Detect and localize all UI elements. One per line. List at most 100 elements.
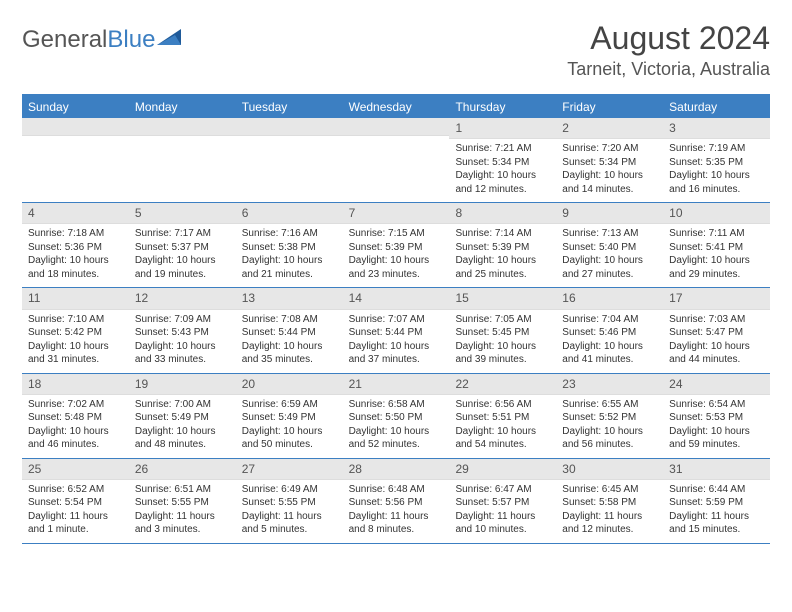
day-body: [343, 136, 450, 145]
daylight-text: Daylight: 10 hours and 54 minutes.: [455, 425, 550, 452]
day-number: 27: [236, 459, 343, 480]
daylight-text: Daylight: 10 hours and 48 minutes.: [135, 425, 230, 452]
day-cell: 25Sunrise: 6:52 AMSunset: 5:54 PMDayligh…: [22, 459, 129, 543]
daylight-text: Daylight: 11 hours and 8 minutes.: [349, 510, 444, 537]
daylight-text: Daylight: 10 hours and 39 minutes.: [455, 340, 550, 367]
day-number: 22: [449, 374, 556, 395]
weekday-header: Monday: [129, 96, 236, 118]
day-body: Sunrise: 6:55 AMSunset: 5:52 PMDaylight:…: [556, 395, 663, 458]
day-cell: 16Sunrise: 7:04 AMSunset: 5:46 PMDayligh…: [556, 288, 663, 372]
day-cell: 19Sunrise: 7:00 AMSunset: 5:49 PMDayligh…: [129, 374, 236, 458]
day-number: 12: [129, 288, 236, 309]
day-body: Sunrise: 7:21 AMSunset: 5:34 PMDaylight:…: [449, 139, 556, 202]
day-number: 13: [236, 288, 343, 309]
day-body: Sunrise: 7:20 AMSunset: 5:34 PMDaylight:…: [556, 139, 663, 202]
day-number: 20: [236, 374, 343, 395]
day-number: 9: [556, 203, 663, 224]
sunset-text: Sunset: 5:52 PM: [562, 411, 657, 425]
day-body: Sunrise: 6:51 AMSunset: 5:55 PMDaylight:…: [129, 480, 236, 543]
day-body: Sunrise: 7:02 AMSunset: 5:48 PMDaylight:…: [22, 395, 129, 458]
day-body: Sunrise: 7:03 AMSunset: 5:47 PMDaylight:…: [663, 310, 770, 373]
daylight-text: Daylight: 11 hours and 10 minutes.: [455, 510, 550, 537]
sunrise-text: Sunrise: 7:21 AM: [455, 142, 550, 156]
day-cell: 3Sunrise: 7:19 AMSunset: 5:35 PMDaylight…: [663, 118, 770, 202]
day-body: Sunrise: 6:47 AMSunset: 5:57 PMDaylight:…: [449, 480, 556, 543]
sunrise-text: Sunrise: 6:47 AM: [455, 483, 550, 497]
sunset-text: Sunset: 5:39 PM: [349, 241, 444, 255]
daylight-text: Daylight: 10 hours and 25 minutes.: [455, 254, 550, 281]
title-block: August 2024 Tarneit, Victoria, Australia: [567, 20, 770, 80]
day-number: 2: [556, 118, 663, 139]
sunrise-text: Sunrise: 7:09 AM: [135, 313, 230, 327]
day-body: Sunrise: 7:08 AMSunset: 5:44 PMDaylight:…: [236, 310, 343, 373]
day-body: Sunrise: 6:59 AMSunset: 5:49 PMDaylight:…: [236, 395, 343, 458]
day-cell: 22Sunrise: 6:56 AMSunset: 5:51 PMDayligh…: [449, 374, 556, 458]
logo-text-2: Blue: [107, 26, 155, 54]
day-body: Sunrise: 7:19 AMSunset: 5:35 PMDaylight:…: [663, 139, 770, 202]
day-cell: 1Sunrise: 7:21 AMSunset: 5:34 PMDaylight…: [449, 118, 556, 202]
daylight-text: Daylight: 10 hours and 19 minutes.: [135, 254, 230, 281]
day-number: 5: [129, 203, 236, 224]
week-row: 25Sunrise: 6:52 AMSunset: 5:54 PMDayligh…: [22, 459, 770, 544]
day-number: 17: [663, 288, 770, 309]
day-number: 10: [663, 203, 770, 224]
day-cell: 5Sunrise: 7:17 AMSunset: 5:37 PMDaylight…: [129, 203, 236, 287]
day-cell: 4Sunrise: 7:18 AMSunset: 5:36 PMDaylight…: [22, 203, 129, 287]
sunset-text: Sunset: 5:46 PM: [562, 326, 657, 340]
day-cell: 29Sunrise: 6:47 AMSunset: 5:57 PMDayligh…: [449, 459, 556, 543]
sunrise-text: Sunrise: 7:00 AM: [135, 398, 230, 412]
sunset-text: Sunset: 5:44 PM: [242, 326, 337, 340]
day-body: Sunrise: 7:18 AMSunset: 5:36 PMDaylight:…: [22, 224, 129, 287]
day-number: 28: [343, 459, 450, 480]
day-cell: 21Sunrise: 6:58 AMSunset: 5:50 PMDayligh…: [343, 374, 450, 458]
day-body: Sunrise: 6:58 AMSunset: 5:50 PMDaylight:…: [343, 395, 450, 458]
day-cell: 8Sunrise: 7:14 AMSunset: 5:39 PMDaylight…: [449, 203, 556, 287]
sunset-text: Sunset: 5:40 PM: [562, 241, 657, 255]
daylight-text: Daylight: 11 hours and 12 minutes.: [562, 510, 657, 537]
day-cell: 2Sunrise: 7:20 AMSunset: 5:34 PMDaylight…: [556, 118, 663, 202]
day-body: Sunrise: 7:13 AMSunset: 5:40 PMDaylight:…: [556, 224, 663, 287]
day-body: Sunrise: 6:49 AMSunset: 5:55 PMDaylight:…: [236, 480, 343, 543]
sunset-text: Sunset: 5:35 PM: [669, 156, 764, 170]
day-body: Sunrise: 6:48 AMSunset: 5:56 PMDaylight:…: [343, 480, 450, 543]
day-number: 3: [663, 118, 770, 139]
day-cell: [236, 118, 343, 202]
day-number: 6: [236, 203, 343, 224]
week-row: 18Sunrise: 7:02 AMSunset: 5:48 PMDayligh…: [22, 374, 770, 459]
sunrise-text: Sunrise: 7:19 AM: [669, 142, 764, 156]
day-number: 15: [449, 288, 556, 309]
day-cell: 11Sunrise: 7:10 AMSunset: 5:42 PMDayligh…: [22, 288, 129, 372]
day-body: Sunrise: 7:04 AMSunset: 5:46 PMDaylight:…: [556, 310, 663, 373]
sunset-text: Sunset: 5:39 PM: [455, 241, 550, 255]
day-number: 24: [663, 374, 770, 395]
daylight-text: Daylight: 10 hours and 56 minutes.: [562, 425, 657, 452]
sunset-text: Sunset: 5:43 PM: [135, 326, 230, 340]
sunrise-text: Sunrise: 6:49 AM: [242, 483, 337, 497]
sunrise-text: Sunrise: 6:56 AM: [455, 398, 550, 412]
day-body: Sunrise: 7:16 AMSunset: 5:38 PMDaylight:…: [236, 224, 343, 287]
sunrise-text: Sunrise: 6:59 AM: [242, 398, 337, 412]
sunrise-text: Sunrise: 7:20 AM: [562, 142, 657, 156]
daylight-text: Daylight: 10 hours and 37 minutes.: [349, 340, 444, 367]
daylight-text: Daylight: 10 hours and 44 minutes.: [669, 340, 764, 367]
weekday-row: SundayMondayTuesdayWednesdayThursdayFrid…: [22, 96, 770, 118]
day-body: Sunrise: 6:56 AMSunset: 5:51 PMDaylight:…: [449, 395, 556, 458]
sunset-text: Sunset: 5:56 PM: [349, 496, 444, 510]
sunset-text: Sunset: 5:55 PM: [135, 496, 230, 510]
weeks-container: 1Sunrise: 7:21 AMSunset: 5:34 PMDaylight…: [22, 118, 770, 544]
daylight-text: Daylight: 10 hours and 18 minutes.: [28, 254, 123, 281]
day-body: Sunrise: 7:14 AMSunset: 5:39 PMDaylight:…: [449, 224, 556, 287]
day-body: [129, 136, 236, 145]
day-number: 1: [449, 118, 556, 139]
daylight-text: Daylight: 11 hours and 5 minutes.: [242, 510, 337, 537]
day-number: 19: [129, 374, 236, 395]
day-number: 25: [22, 459, 129, 480]
sunrise-text: Sunrise: 7:03 AM: [669, 313, 764, 327]
sunrise-text: Sunrise: 7:14 AM: [455, 227, 550, 241]
sunrise-text: Sunrise: 6:52 AM: [28, 483, 123, 497]
weekday-header: Friday: [556, 96, 663, 118]
day-number: 26: [129, 459, 236, 480]
sunset-text: Sunset: 5:51 PM: [455, 411, 550, 425]
sunrise-text: Sunrise: 6:54 AM: [669, 398, 764, 412]
day-number: 30: [556, 459, 663, 480]
